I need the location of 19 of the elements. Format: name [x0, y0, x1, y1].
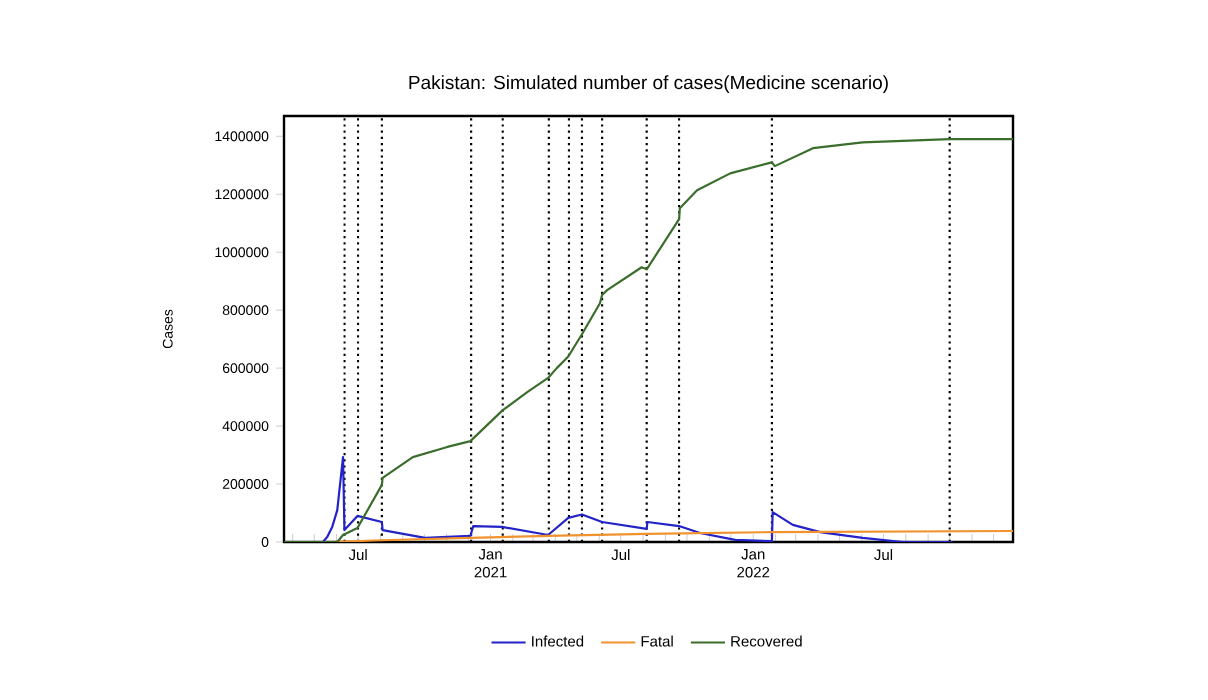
y-tick-label: 1200000 — [215, 189, 269, 200]
chart-title: Pakistan: Simulated number of cases(Medicine scenario) — [409, 75, 888, 93]
y-tick-label: 1400000 — [215, 131, 269, 142]
x-tick-label: Jan 2021 — [474, 549, 507, 578]
x-tick-label: Jul — [611, 549, 630, 561]
line-series — [284, 138, 1014, 542]
x-tick-label: Jul — [874, 549, 893, 561]
y-tick-label: 600000 — [222, 363, 269, 374]
y-tick-label: 800000 — [222, 305, 269, 316]
y-axis-title: Cases — [162, 309, 173, 349]
x-tick-label: Jan 2022 — [737, 549, 770, 578]
legend-label: Recovered — [731, 635, 802, 647]
legend-label: Fatal — [641, 635, 673, 647]
legend-label: Infected — [532, 635, 584, 647]
y-tick-label: 1000000 — [215, 247, 269, 258]
y-tick-label: 200000 — [222, 479, 269, 489]
y-tick-label: 400000 — [222, 421, 269, 432]
y-tick-label: 0 — [261, 537, 269, 547]
x-tick-label: Jul — [348, 549, 367, 561]
